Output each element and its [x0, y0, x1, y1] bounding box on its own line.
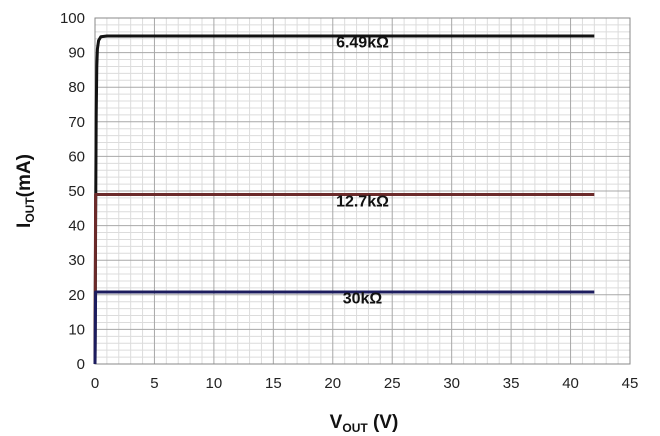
y-tick-label: 40	[68, 218, 85, 235]
x-axis-title-subscript: OUT	[342, 421, 368, 435]
series-lines	[93, 34, 595, 365]
major-grid	[94, 17, 631, 365]
y-axis-title: IOUT(mA)	[14, 154, 37, 228]
series-line	[93, 290, 595, 365]
series-annotation: 12.7kΩ	[336, 194, 389, 211]
y-tick-label: 60	[68, 148, 85, 165]
series-annotation: 6.49kΩ	[336, 34, 389, 51]
x-tick-label: 0	[91, 375, 99, 392]
x-tick-label: 10	[206, 375, 223, 392]
y-axis-tick-labels: 0 10 20 30 40 50 60 70 80 90 100	[60, 10, 85, 373]
x-tick-label: 25	[384, 375, 401, 392]
x-tick-label: 40	[562, 375, 579, 392]
y-tick-label: 100	[60, 10, 85, 27]
x-tick-label: 35	[503, 375, 520, 392]
y-tick-label: 10	[68, 321, 85, 338]
x-tick-label: 30	[443, 375, 460, 392]
y-tick-label: 70	[68, 114, 85, 131]
x-tick-label: 5	[150, 375, 158, 392]
y-tick-label: 0	[77, 356, 85, 373]
y-tick-label: 50	[68, 183, 85, 200]
series-annotations: 6.49kΩ 12.7kΩ 30kΩ	[336, 34, 389, 307]
x-axis-title: VOUT (V)	[330, 412, 399, 435]
y-tick-label: 90	[68, 45, 85, 62]
x-axis-title-main: V	[330, 412, 343, 433]
y-axis-title-main: I	[14, 223, 35, 228]
y-tick-label: 20	[68, 287, 85, 304]
y-tick-label: 30	[68, 252, 85, 269]
y-axis-title-subscript: OUT	[23, 197, 37, 223]
y-axis-title-rest: (mA)	[14, 154, 35, 197]
series-annotation: 30kΩ	[343, 290, 383, 307]
x-tick-label: 20	[324, 375, 341, 392]
x-tick-label: 15	[265, 375, 282, 392]
series-line	[93, 34, 595, 365]
y-tick-label: 80	[68, 79, 85, 96]
x-axis-tick-labels: 0 5 10 15 20 25 30 35 40 45	[91, 375, 639, 392]
x-tick-label: 45	[622, 375, 639, 392]
x-axis-title-rest: (V)	[368, 412, 399, 433]
